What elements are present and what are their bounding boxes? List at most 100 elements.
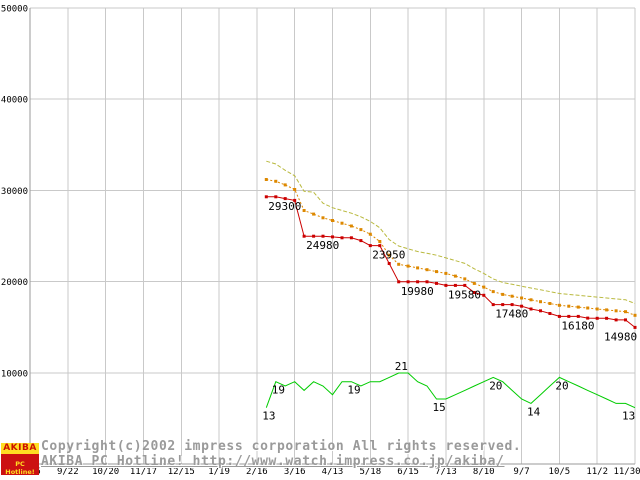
average-price-marker (331, 219, 334, 222)
average-price-marker (406, 264, 410, 268)
average-price-marker (397, 262, 401, 266)
average-price-marker (595, 307, 599, 311)
x-tick-label: 7/13 (435, 467, 457, 477)
average-price-marker (312, 212, 316, 216)
average-price-marker (453, 274, 457, 278)
lowest-price-marker (548, 312, 552, 315)
price-label: 14980 (604, 330, 637, 343)
average-price-marker (482, 285, 486, 289)
shop-count-label: 19 (272, 384, 285, 397)
average-price-marker (340, 221, 344, 225)
x-tick-label: 12/15 (168, 467, 195, 477)
lowest-price-marker (340, 236, 344, 240)
average-price-marker (274, 179, 278, 183)
lowest-price-marker (633, 325, 637, 329)
average-price-marker (501, 292, 505, 296)
lowest-price-marker (293, 198, 297, 202)
x-tick-label: 4/13 (322, 467, 344, 477)
price-label: 29300 (268, 200, 301, 213)
shop-count-label: 15 (433, 401, 446, 414)
x-tick-label: 6/15 (397, 467, 419, 477)
average-price-marker (472, 281, 476, 285)
average-price-marker (491, 290, 495, 294)
shop-count-label: 20 (555, 379, 568, 392)
highest-price-line (266, 160, 636, 304)
lowest-price-marker (586, 316, 590, 320)
average-price-marker (557, 303, 561, 307)
shop-count-line (265, 372, 636, 409)
average-price-marker (586, 306, 590, 310)
x-tick-label: 5/18 (359, 467, 381, 477)
y-tick-label: 10000 (1, 369, 28, 379)
average-price-marker (624, 310, 627, 314)
average-price-marker (576, 305, 580, 309)
average-price-marker (633, 313, 637, 317)
lowest-price-marker (624, 318, 627, 322)
average-price-marker (378, 240, 382, 243)
lowest-price-marker (435, 281, 438, 285)
lowest-price-marker (331, 235, 334, 239)
x-tick-label: 11/2 (586, 467, 608, 477)
lowest-price-marker (378, 244, 382, 248)
x-tick-label: 3/16 (284, 467, 306, 477)
average-price-marker (567, 304, 571, 308)
lowest-price-marker (472, 291, 476, 294)
y-tick-label: 30000 (1, 187, 28, 197)
shop-count-label: 13 (262, 410, 275, 423)
lowest-price-marker (302, 234, 306, 238)
average-price-marker (463, 277, 467, 281)
lowest-price-marker (283, 197, 287, 201)
lowest-price-marker (491, 303, 495, 307)
shop-count-label: 19 (347, 384, 360, 397)
average-price-marker (539, 300, 542, 304)
logo-pc-hotline-text: PC Hotline! (1, 454, 39, 476)
y-tick-label: 50000 (1, 5, 28, 15)
shop-count-label: 21 (395, 360, 408, 373)
average-price-marker (529, 298, 533, 302)
lowest-price-line (266, 196, 636, 328)
x-tick-label: 9/22 (57, 467, 79, 477)
lowest-price-marker (425, 280, 429, 284)
price-label: 23950 (372, 249, 405, 262)
average-price-marker (605, 308, 609, 312)
lowest-price-marker (397, 280, 401, 284)
x-tick-label: 1/19 (208, 467, 230, 477)
average-price-marker (264, 178, 268, 181)
lowest-price-marker (387, 262, 391, 265)
lowest-price-marker (501, 303, 505, 307)
lowest-price-marker (539, 309, 542, 313)
average-price-marker (359, 228, 363, 232)
average-price-marker (349, 224, 353, 228)
lowest-price-marker (529, 307, 533, 311)
lowest-price-marker (520, 304, 524, 308)
x-tick-label: 11/30 (613, 467, 640, 477)
lowest-price-marker (368, 244, 372, 248)
average-price-marker (614, 309, 618, 313)
lowest-price-marker (274, 195, 278, 199)
lowest-price-marker (321, 234, 325, 238)
average-price-marker (302, 209, 306, 212)
average-price-marker (444, 271, 448, 275)
lowest-price-marker (312, 234, 316, 238)
copyright-line1: Copyright(c)2002 impress corporation All… (41, 439, 522, 454)
average-price-marker (368, 232, 372, 236)
lowest-price-marker (510, 303, 514, 307)
x-tick-label: 10/5 (549, 467, 571, 477)
x-tick-label: 2/16 (246, 467, 268, 477)
lowest-price-marker (614, 318, 618, 322)
average-price-marker (510, 294, 514, 298)
x-tick-label: 11/17 (130, 467, 157, 477)
average-price-marker (548, 302, 552, 305)
shop-count-label: 14 (527, 405, 541, 418)
lowest-price-marker (567, 314, 571, 318)
price-label: 19980 (401, 285, 434, 298)
lowest-price-marker (576, 314, 580, 318)
lowest-price-marker (416, 280, 420, 284)
price-label: 19580 (448, 288, 481, 301)
lowest-price-marker (453, 283, 457, 287)
x-tick-label: 9/7 (513, 467, 529, 477)
average-price-marker (520, 296, 524, 300)
lowest-price-marker (605, 316, 609, 320)
logo-akiba-text: AKIBA (1, 443, 39, 454)
akiba-pc-hotline-logo: AKIBA PC Hotline! (1, 443, 39, 476)
